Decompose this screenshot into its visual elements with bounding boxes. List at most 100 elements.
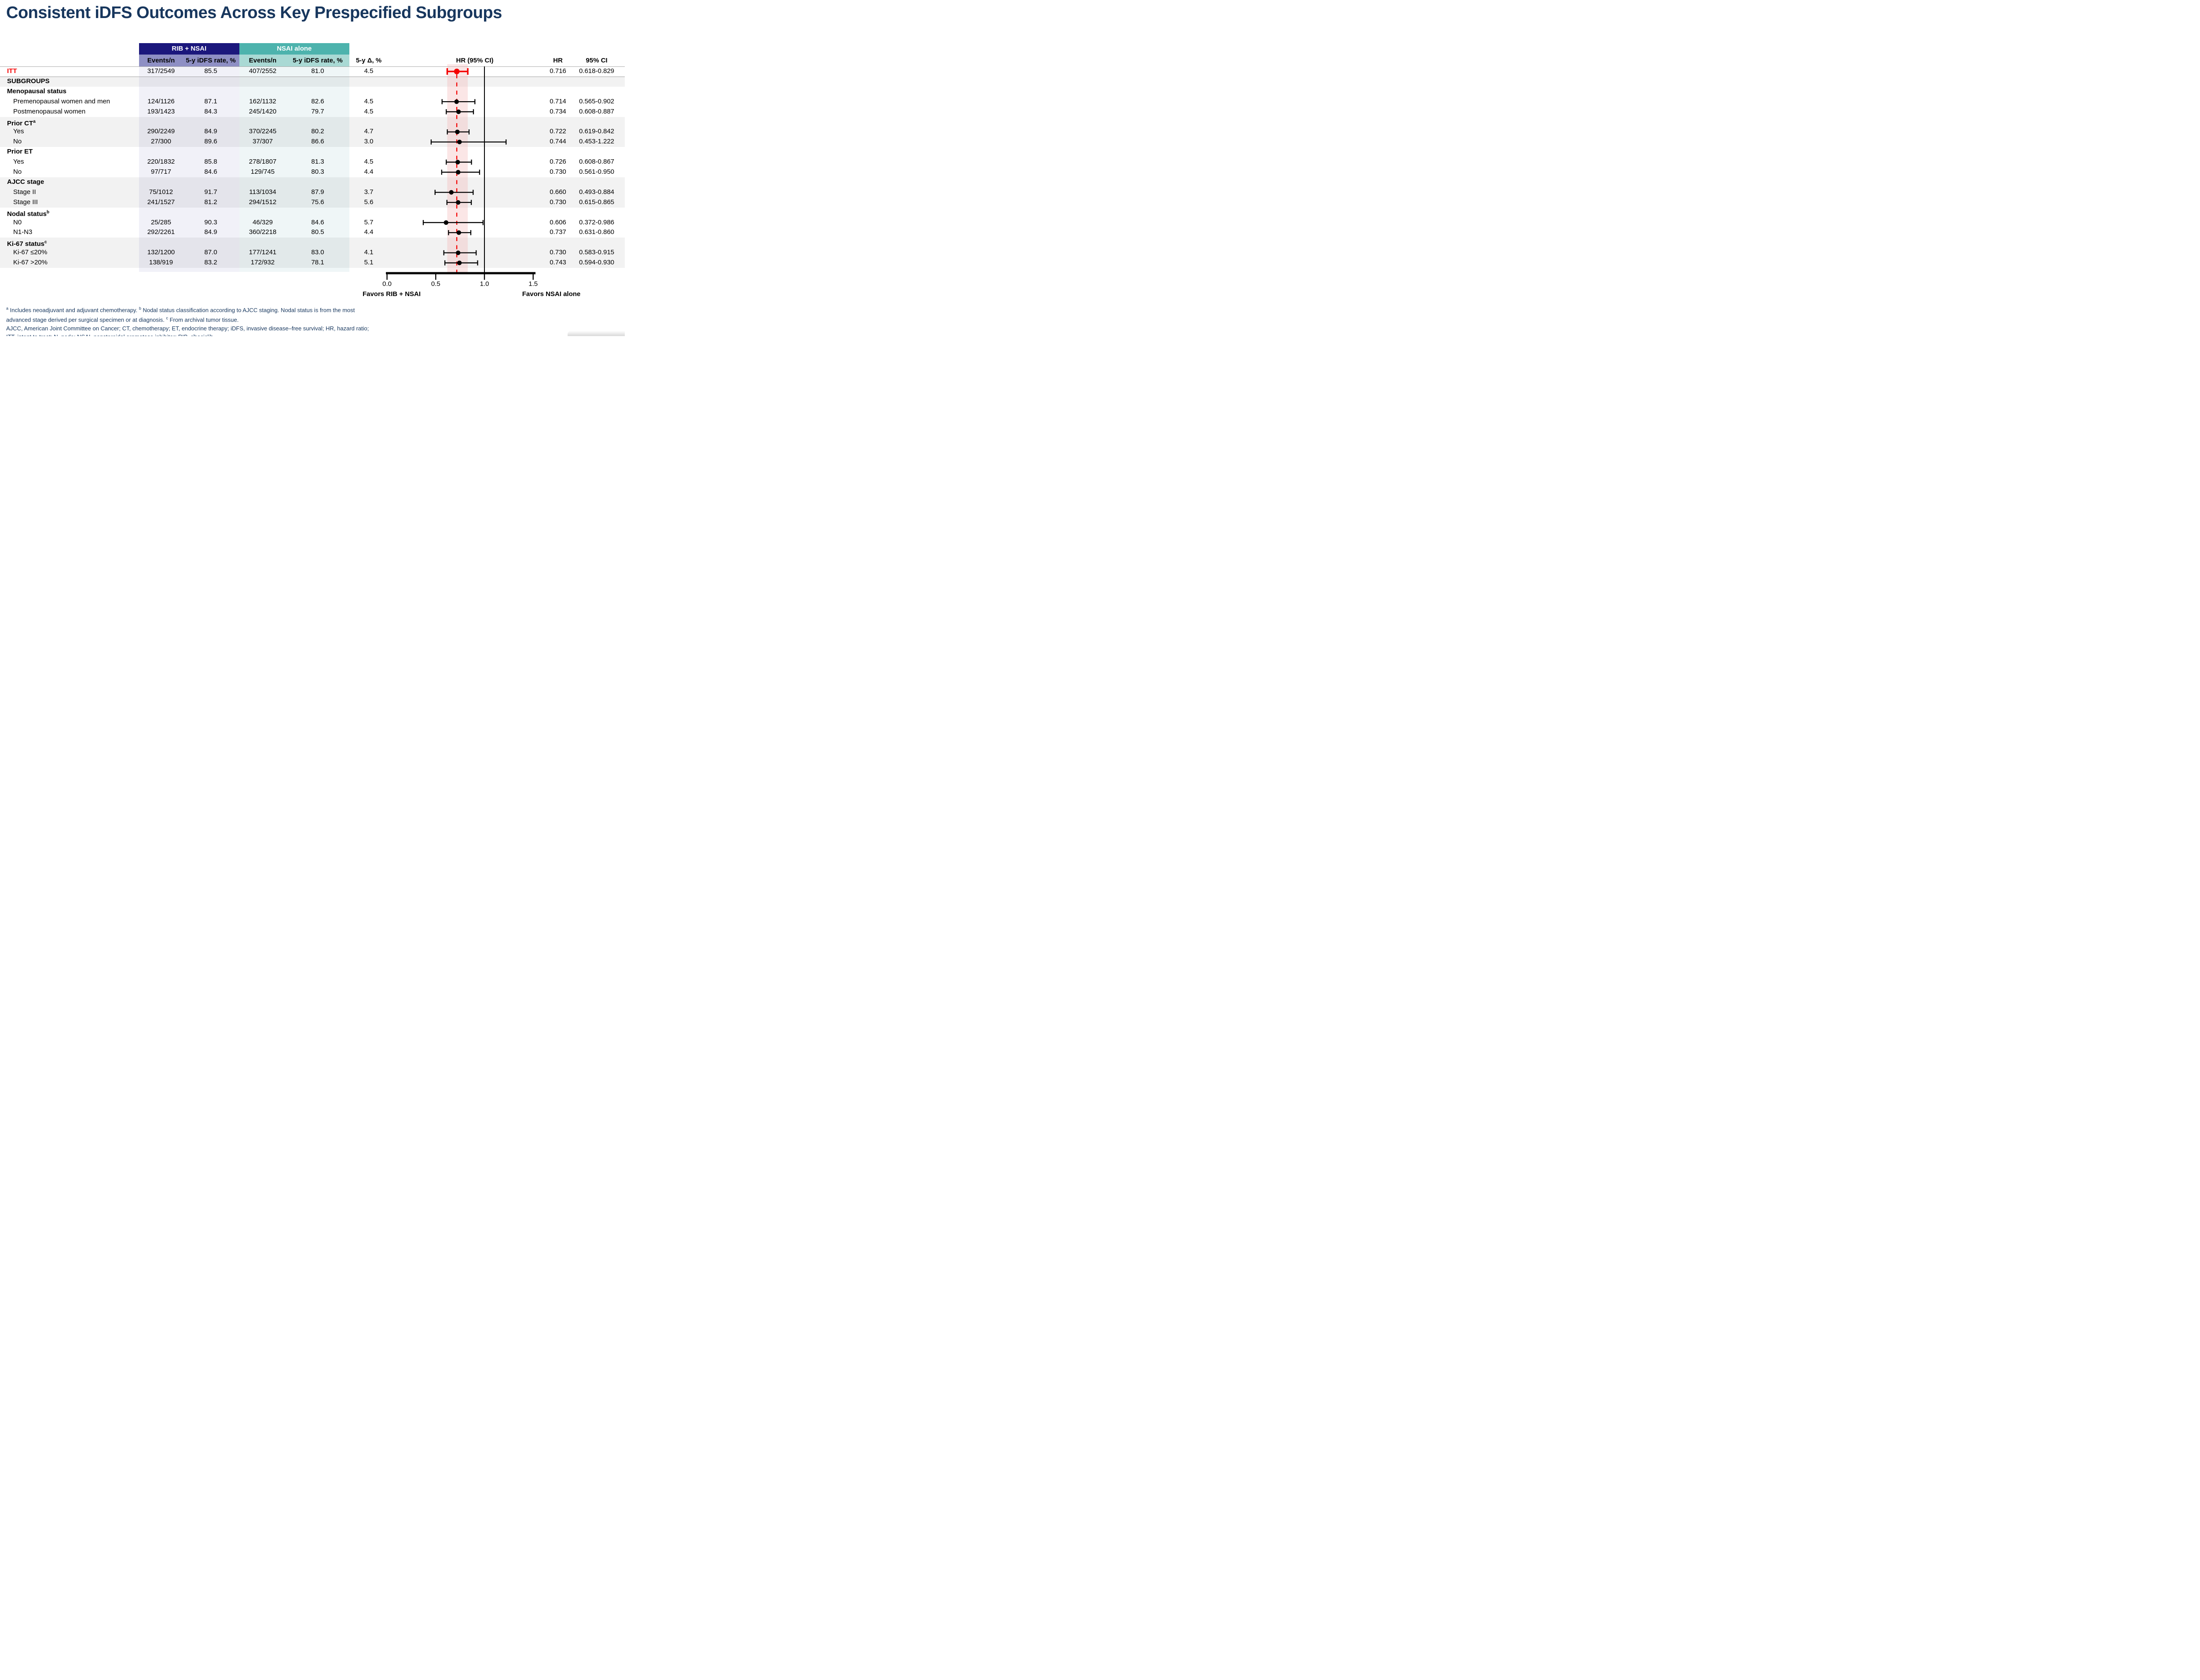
- window-corner-shade: [568, 331, 625, 336]
- row-label: Yes: [13, 128, 24, 135]
- cell-nsai-rate: 87.9: [311, 188, 324, 196]
- cell-rib-events: 292/2261: [147, 228, 175, 236]
- table-row: Postmenopausal women 193/1423 84.3 245/1420…: [0, 107, 625, 117]
- row-label: Menopausal status: [7, 87, 67, 95]
- header-separator: [0, 66, 625, 67]
- cell-hr: 0.714: [550, 97, 566, 105]
- table-row: Stage II 75/1012 91.7 113/1034 87.9 3.7 0.660 0…: [0, 187, 625, 198]
- cell-delta: 5.1: [364, 259, 374, 267]
- cell-hr: 0.606: [550, 218, 566, 226]
- row-label: N0: [13, 218, 22, 226]
- table-row: Nodal statusb: [0, 208, 625, 218]
- cell-rib-rate: 84.3: [204, 107, 217, 115]
- cell-ci: 0.372-0.986: [579, 218, 615, 226]
- x-axis-tick-label: 0.5: [431, 280, 440, 288]
- cell-nsai-events: 162/1132: [249, 97, 276, 105]
- row-label: Yes: [13, 158, 24, 166]
- cell-nsai-rate: 84.6: [311, 218, 324, 226]
- cell-ci: 0.608-0.867: [579, 158, 615, 166]
- table-row: Yes 290/2249 84.9 370/2245 80.2 4.7 0.722 0.619…: [0, 127, 625, 137]
- cell-hr: 0.744: [550, 138, 566, 146]
- cell-delta: 3.0: [364, 138, 374, 146]
- row-label: Stage III: [13, 198, 38, 206]
- col-header-delta: 5-y Δ, %: [356, 57, 382, 64]
- table-row: SUBGROUPS: [0, 76, 625, 87]
- table-row: N1-N3 292/2261 84.9 360/2218 80.5 4.4 0.737 0.6…: [0, 227, 625, 238]
- cell-hr: 0.730: [550, 198, 566, 206]
- cell-delta: 4.5: [364, 107, 374, 115]
- cell-rib-rate: 87.0: [204, 249, 217, 256]
- x-axis-tick-label: 0.0: [382, 280, 392, 288]
- x-axis-tick-label: 1.0: [480, 280, 489, 288]
- cell-nsai-rate: 83.0: [311, 249, 324, 256]
- row-label: Ki-67 statusc: [7, 240, 47, 248]
- cell-nsai-rate: 75.6: [311, 198, 324, 206]
- subheader-band-rib: [139, 55, 239, 66]
- cell-delta: 4.1: [364, 249, 374, 256]
- cell-nsai-events: 360/2218: [249, 228, 277, 236]
- cell-rib-rate: 84.9: [204, 128, 217, 135]
- cell-rib-events: 220/1832: [147, 158, 175, 166]
- table-row: Premenopausal women and men 124/1126 87.1 1…: [0, 97, 625, 107]
- footnote-line: ITT, intent to treat; N, node; NSAI, non…: [6, 333, 369, 336]
- cell-ci: 0.594-0.930: [579, 259, 615, 267]
- cell-hr: 0.722: [550, 128, 566, 135]
- group-header-rib-nsai: RIB + NSAI: [139, 43, 239, 55]
- table-row: Prior CTa: [0, 117, 625, 127]
- slide: Consistent iDFS Outcomes Across Key Pres…: [0, 0, 625, 336]
- cell-nsai-events: 129/745: [250, 168, 275, 176]
- cell-delta: 3.7: [364, 188, 374, 196]
- table-row: Ki-67 statusc: [0, 238, 625, 248]
- footnote-line: AJCC, American Joint Committee on Cancer…: [6, 325, 369, 332]
- table-row: ITT 317/2549 85.5 407/2552 81.0 4.5 0.716 0.618…: [0, 66, 625, 77]
- cell-rib-rate: 85.8: [204, 158, 217, 166]
- cell-rib-events: 138/919: [149, 259, 173, 267]
- column-tint-nsai: [239, 66, 349, 272]
- cell-nsai-events: 407/2552: [249, 67, 277, 75]
- cell-delta: 5.6: [364, 198, 374, 206]
- cell-ci: 0.493-0.884: [579, 188, 615, 196]
- cell-delta: 4.5: [364, 67, 374, 75]
- cell-hr: 0.726: [550, 158, 566, 166]
- page-title: Consistent iDFS Outcomes Across Key Pres…: [6, 4, 502, 22]
- cell-nsai-events: 278/1807: [249, 158, 277, 166]
- cell-rib-events: 290/2249: [147, 128, 175, 135]
- cell-rib-rate: 90.3: [204, 218, 217, 226]
- row-label: ITT: [7, 67, 17, 75]
- cell-delta: 4.4: [364, 168, 374, 176]
- cell-nsai-rate: 80.3: [311, 168, 324, 176]
- cell-nsai-events: 46/329: [253, 218, 273, 226]
- row-label: Prior CTa: [7, 119, 36, 127]
- favors-right-label: Favors NSAI alone: [522, 290, 581, 298]
- cell-rib-rate: 91.7: [204, 188, 217, 196]
- cell-delta: 4.5: [364, 97, 374, 105]
- row-label: N1-N3: [13, 228, 33, 236]
- cell-rib-events: 25/285: [151, 218, 171, 226]
- cell-ci: 0.565-0.902: [579, 97, 615, 105]
- cell-ci: 0.453-1.222: [579, 138, 615, 146]
- row-label: Nodal statusb: [7, 209, 50, 218]
- table-row: AJCC stage: [0, 177, 625, 187]
- cell-delta: 4.7: [364, 128, 374, 135]
- col-header-nsai-rate: 5-y iDFS rate, %: [293, 57, 343, 64]
- cell-delta: 5.7: [364, 218, 374, 226]
- col-header-ci: 95% CI: [586, 57, 608, 64]
- footnotes: a Includes neoadjuvant and adjuvant chem…: [6, 304, 369, 336]
- cell-ci: 0.608-0.887: [579, 107, 615, 115]
- cell-ci: 0.618-0.829: [579, 67, 615, 75]
- cell-nsai-rate: 80.2: [311, 128, 324, 135]
- row-label: Ki-67 >20%: [13, 259, 48, 267]
- cell-hr: 0.730: [550, 249, 566, 256]
- cell-nsai-rate: 86.6: [311, 138, 324, 146]
- cell-rib-rate: 87.1: [204, 97, 217, 105]
- table-row: No 27/300 89.6 37/307 86.6 3.0 0.744 0.453-1.22…: [0, 137, 625, 147]
- row-label: AJCC stage: [7, 178, 44, 186]
- cell-nsai-events: 177/1241: [249, 249, 277, 256]
- cell-hr: 0.734: [550, 107, 566, 115]
- col-header-rib-rate: 5-y iDFS rate, %: [186, 57, 236, 64]
- cell-rib-rate: 81.2: [204, 198, 217, 206]
- col-header-hr: HR: [553, 57, 563, 64]
- cell-rib-events: 241/1527: [147, 198, 175, 206]
- cell-nsai-events: 113/1034: [249, 188, 276, 196]
- table-row: No 97/717 84.6 129/745 80.3 4.4 0.730 0.561-0.9…: [0, 167, 625, 177]
